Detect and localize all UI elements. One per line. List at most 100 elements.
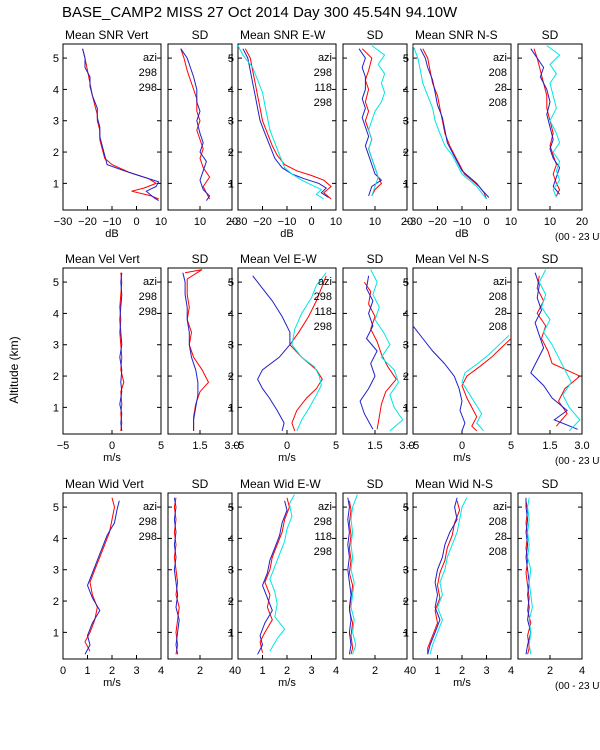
series-line-blue [257, 500, 288, 655]
series-line-cyan [269, 494, 295, 652]
series-line-cyan [429, 497, 468, 655]
panel-title: Mean Vel E-W [240, 252, 317, 266]
panel-1-4: SD 10 20 [342, 28, 413, 228]
x-tick-label: 4 [158, 665, 164, 677]
series-line-red [422, 48, 487, 200]
y-tick-label: 1 [53, 627, 59, 639]
x-tick-label: 3.0 [399, 440, 414, 452]
panel-1-2: SD 10 20 [167, 28, 238, 228]
series-line-cyan [368, 45, 386, 197]
x-tick-label: 0 [235, 665, 241, 677]
legend-entry-cyan: 208 [489, 97, 507, 109]
y-tick-label: 3 [403, 340, 409, 352]
panel-title: Mean Wid E-W [240, 477, 321, 491]
legend-entry-blue: 118 [314, 306, 332, 318]
x-tick-label: 2 [284, 665, 290, 677]
series-line-red [533, 48, 561, 197]
legend-entry-cyan: 298 [314, 546, 332, 558]
series-line-red [525, 500, 532, 655]
series-line-cyan [546, 45, 561, 198]
panel-2-2: SD 1.5 3.0 [167, 252, 240, 452]
x-tick-label: −5 [232, 440, 245, 452]
y-tick-label: 1 [403, 627, 409, 639]
series-line-blue [347, 497, 352, 655]
legend-entry-cyan: 298 [314, 321, 332, 333]
series-line-cyan [461, 334, 510, 432]
series-line-red [348, 500, 354, 655]
x-tick-label: 2 [372, 665, 378, 677]
panel-title: SD [542, 252, 559, 266]
x-tick-label: 2 [547, 665, 553, 677]
panel-title: SD [367, 477, 384, 491]
x-tick-label: 4 [229, 665, 235, 677]
y-tick-label: 4 [228, 84, 234, 96]
x-tick-label: 2 [197, 665, 203, 677]
panel-title: SD [192, 477, 209, 491]
series-line-red [259, 497, 290, 653]
panel-title: Mean SNR Vert [65, 28, 149, 42]
legend-entry-blue: 118 [314, 82, 332, 94]
x-tick-label: 3.0 [224, 440, 239, 452]
x-tick-label: 1 [84, 665, 90, 677]
x-tick-label: −20 [428, 216, 447, 228]
y-tick-label: 1 [403, 402, 409, 414]
series-line-red [289, 275, 327, 432]
panel-title: SD [367, 252, 384, 266]
legend-entry-blue: 298 [139, 531, 157, 543]
legend-entry-blue: 28 [495, 82, 507, 94]
x-tick-label: 0 [284, 440, 290, 452]
x-tick-label: 3 [483, 665, 489, 677]
y-tick-label: 4 [403, 533, 409, 545]
y-tick-label: 5 [53, 502, 59, 514]
series-line-cyan [291, 272, 327, 432]
y-tick-label: 4 [53, 533, 59, 545]
y-tick-label: 5 [403, 502, 409, 514]
y-tick-label: 2 [403, 147, 409, 159]
y-tick-label: 5 [403, 277, 409, 289]
legend-entry-blue: 118 [314, 531, 332, 543]
x-tick-label: −10 [453, 216, 472, 228]
series-line-blue [412, 325, 466, 432]
panel-title: Mean Wid Vert [65, 477, 144, 491]
y-tick-label: 5 [53, 277, 59, 289]
panel-2-1: Mean Vel Vert 1 2 3 4 5 −5 0 5 m/s azi 298 298 [53, 252, 164, 464]
x-tick-label: 20 [401, 216, 413, 228]
panel-1-6: SD 10 20 [517, 28, 588, 228]
series-line-blue [252, 275, 291, 432]
panel-3-2: SD 2 4 [167, 477, 235, 677]
y-tick-label: 1 [228, 402, 234, 414]
y-tick-label: 1 [403, 178, 409, 190]
y-tick-label: 2 [228, 596, 234, 608]
series-line-red [244, 48, 332, 200]
panel-3-5: Mean Wid N-S 1 2 3 4 5 0 1 2 3 4 m/s azi 208 28 208 [403, 477, 514, 689]
series-line-red [84, 497, 116, 652]
series-line-blue [182, 272, 199, 431]
x-tick-label: −5 [57, 440, 70, 452]
x-tick-label: 5 [158, 440, 164, 452]
panel-title: Mean SNR N-S [415, 28, 498, 42]
panel-3-1: Mean Wid Vert 1 2 3 4 5 0 1 2 3 4 m/s azi 298 298 [53, 477, 164, 689]
panel-2-4: SD 1.5 3.0 [342, 252, 415, 452]
legend-entry-cyan: 208 [489, 321, 507, 333]
legend-entry-red: 298 [314, 291, 332, 303]
series-line-red [185, 269, 210, 431]
x-axis-label: m/s [103, 452, 121, 464]
panel-title: SD [192, 252, 209, 266]
series-line-cyan [370, 269, 404, 432]
y-tick-label: 5 [228, 277, 234, 289]
plot-frame [517, 267, 583, 435]
x-tick-label: 5 [333, 440, 339, 452]
legend-title: azi [318, 276, 332, 288]
x-tick-label: −30 [54, 216, 73, 228]
series-line-red [363, 281, 397, 430]
x-tick-label: 0 [133, 216, 139, 228]
panel-1-3: Mean SNR E-W 1 2 3 4 5 −30 −20 −10 0 10 dB azi 298 118… [228, 28, 342, 240]
series-line-cyan [527, 497, 533, 655]
panel-title: SD [542, 477, 559, 491]
plot-frame [167, 267, 233, 435]
y-tick-label: 3 [228, 340, 234, 352]
series-line-blue [427, 497, 458, 655]
series-line-blue [82, 48, 160, 202]
